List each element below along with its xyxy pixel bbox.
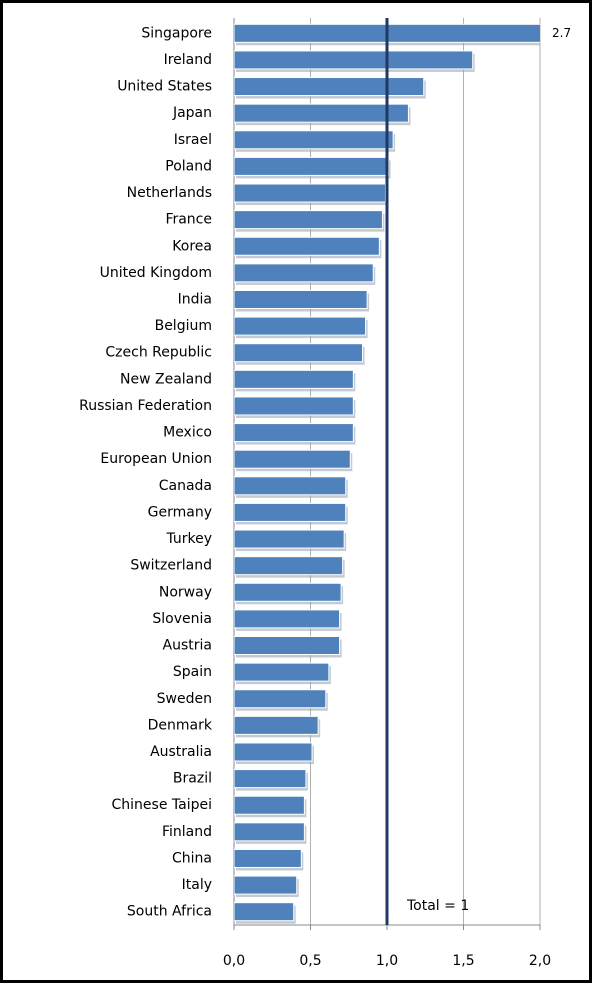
bars [234,23,540,924]
bar [234,210,383,230]
y-tick-label: Switzerland [130,558,212,574]
y-tick-label: Italy [182,877,212,893]
bar [234,715,319,735]
bar [234,822,305,842]
bar [234,103,409,123]
y-tick-label: Netherlands [127,185,212,201]
bar [234,502,347,522]
bar [234,636,341,656]
y-tick-label: Poland [165,158,212,174]
bar [234,343,364,363]
bar [234,396,354,416]
x-tick-label: 1,5 [452,953,474,969]
y-tick-label: South Africa [127,904,212,920]
bar [234,875,298,895]
y-tick-label: Sweden [157,691,212,707]
bar [234,263,374,283]
y-tick-label: Norway [159,584,212,600]
x-tick-label: 0,0 [223,953,245,969]
x-tick-label: 1,0 [376,953,398,969]
bar [234,23,540,43]
y-tick-label: Canada [159,478,212,494]
bar [234,77,425,97]
bar [234,156,390,176]
bar [234,423,354,443]
value-label: 2.7 [552,26,571,40]
bar [234,369,354,389]
y-tick-label: Czech Republic [105,345,212,361]
y-tick-label: Germany [148,504,212,520]
y-tick-label: Israel [174,132,212,148]
y-tick-label: Denmark [148,717,213,733]
bar [234,742,313,762]
y-tick-label: New Zealand [120,371,212,387]
y-tick-label: Turkey [165,531,212,547]
bar [234,848,302,868]
bar [234,289,368,309]
y-tick-label: Australia [150,744,212,760]
y-tick-label: Japan [172,105,212,121]
y-tick-label: United States [117,79,212,95]
bar [234,902,295,922]
bar [234,689,327,709]
bar [234,316,367,336]
bar [234,769,307,789]
bar [234,582,342,602]
bar [234,50,474,70]
y-tick-label: China [172,850,212,866]
bar [234,795,305,815]
y-tick-label: Mexico [163,425,212,441]
bar [234,609,341,629]
y-tick-label: France [165,212,212,228]
bar [234,130,394,150]
y-tick-label: Ireland [164,52,212,68]
bar [234,449,351,469]
y-tick-label: Chinese Taipei [112,797,212,813]
y-tick-label: Austria [163,638,212,654]
bar [234,662,330,682]
reference-label: Total = 1 [406,898,469,914]
x-tick-label: 2,0 [529,953,551,969]
y-tick-label: United Kingdom [100,265,212,281]
y-tick-label: European Union [100,451,212,467]
bar [234,183,386,203]
y-tick-label: Slovenia [152,611,212,627]
y-tick-label: Korea [172,238,212,254]
bar [234,236,380,256]
y-tick-label: Belgium [155,318,212,334]
y-tick-label: Singapore [141,25,212,41]
y-tick-label: Finland [162,824,212,840]
bar [234,476,347,496]
x-tick-label: 0,5 [299,953,321,969]
y-tick-label: Brazil [173,771,212,787]
y-tick-label: India [178,291,212,307]
bar [234,556,344,576]
bar [234,529,345,549]
y-tick-label: Russian Federation [79,398,212,414]
y-tick-label: Spain [173,664,212,680]
